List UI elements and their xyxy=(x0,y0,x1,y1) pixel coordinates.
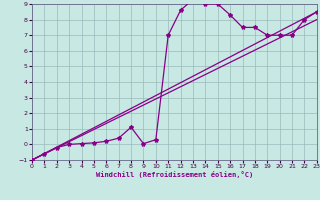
X-axis label: Windchill (Refroidissement éolien,°C): Windchill (Refroidissement éolien,°C) xyxy=(96,171,253,178)
